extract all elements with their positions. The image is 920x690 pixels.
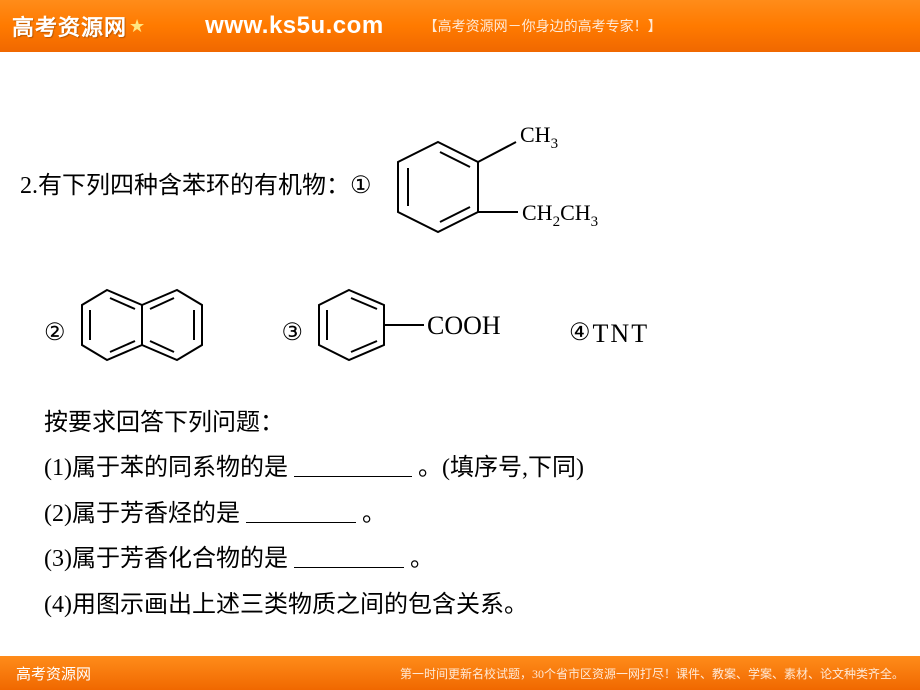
part-1-text-b: 。(填序号,下同) xyxy=(418,455,584,481)
logo-star-icon: ★ xyxy=(129,16,145,37)
blank-1[interactable] xyxy=(294,453,412,477)
structure-2 xyxy=(72,280,222,387)
part-1: (1)属于苯的同系物的是 。(填序号,下同) xyxy=(44,446,900,492)
svg-text:CH3: CH3 xyxy=(520,122,558,152)
question-options-row: ② ③ xyxy=(44,280,900,387)
footer-bar: 高考资源网 第一时间更新名校试题，30个省市区资源一网打尽！课件、教案、学案、素… xyxy=(0,656,920,690)
marker-1: ① xyxy=(350,164,372,210)
svg-text:COOH: COOH xyxy=(427,311,501,340)
marker-3: ③ xyxy=(282,311,304,357)
part-4: (4)用图示画出上述三类物质之间的包含关系。 xyxy=(44,583,900,629)
url-mid: ks5u xyxy=(269,12,326,39)
tnt-label: TNT xyxy=(593,309,650,358)
part-3-text-a: (3)属于芳香化合物的是 xyxy=(44,546,288,572)
svg-text:CH2CH3: CH2CH3 xyxy=(522,200,598,230)
structure-1: CH3 CH2CH3 xyxy=(378,112,628,262)
logo: 高考资源网 ★ xyxy=(12,10,145,42)
marker-2: ② xyxy=(44,311,66,357)
part-3: (3)属于芳香化合物的是 。 xyxy=(44,537,900,583)
marker-4: ④ xyxy=(569,311,591,357)
question-stem-row: 2.有下列四种含苯环的有机物： ① xyxy=(20,112,900,262)
part-3-text-b: 。 xyxy=(410,546,434,572)
part-2-text-b: 。 xyxy=(362,501,386,527)
header-bar: 高考资源网 ★ www.ks5u.com 【高考资源网－你身边的高考专家！】 xyxy=(0,0,920,52)
footer-left: 高考资源网 xyxy=(16,663,91,684)
header-url: www.ks5u.com xyxy=(205,12,384,40)
structure-3: COOH xyxy=(309,280,529,387)
answers-block: 按要求回答下列问题： (1)属于苯的同系物的是 。(填序号,下同) (2)属于芳… xyxy=(44,401,900,629)
url-suffix: .com xyxy=(326,12,384,39)
question-body: 2.有下列四种含苯环的有机物： ① xyxy=(0,52,920,629)
header-tagline: 【高考资源网－你身边的高考专家！】 xyxy=(424,16,662,36)
part-2-text-a: (2)属于芳香烃的是 xyxy=(44,501,240,527)
part-1-text-a: (1)属于苯的同系物的是 xyxy=(44,455,288,481)
blank-3[interactable] xyxy=(294,544,404,568)
url-prefix: www. xyxy=(205,12,269,39)
prompt-line: 按要求回答下列问题： xyxy=(44,401,900,447)
stem-text: 2.有下列四种含苯环的有机物： xyxy=(20,164,350,210)
logo-text: 高考资源网 xyxy=(12,10,127,42)
blank-2[interactable] xyxy=(246,499,356,523)
part-2: (2)属于芳香烃的是 。 xyxy=(44,492,900,538)
footer-right: 第一时间更新名校试题，30个省市区资源一网打尽！课件、教案、学案、素材、论文种类… xyxy=(400,665,904,682)
